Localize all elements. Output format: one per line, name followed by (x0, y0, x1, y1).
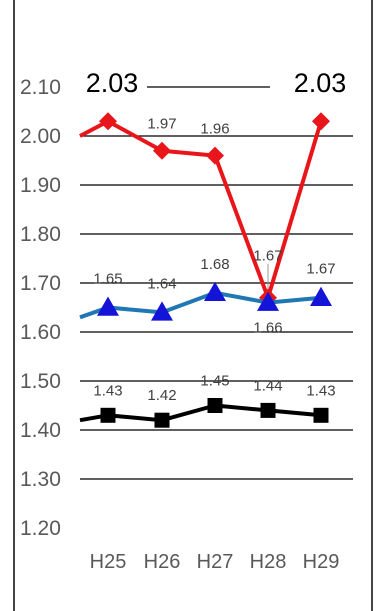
square-marker (154, 412, 170, 428)
y-tick-label: 2.00 (20, 125, 61, 148)
triangle-marker (310, 286, 332, 306)
data-label: 1.96 (200, 121, 229, 138)
x-tick-label: H26 (144, 551, 181, 573)
data-label: 1.67 (253, 248, 282, 265)
x-tick-label: H25 (90, 551, 127, 573)
triangle-marker (204, 281, 226, 302)
diamond-marker (206, 146, 224, 165)
data-label: 1.97 (147, 116, 176, 133)
y-tick-label: 1.70 (20, 272, 61, 295)
diamond-marker (153, 141, 171, 160)
data-label: 1.43 (93, 382, 122, 399)
data-label: 1.66 (253, 320, 282, 337)
y-tick-label: 1.80 (20, 223, 61, 246)
data-label-large: 2.03 (86, 68, 139, 98)
series-line (79, 403, 322, 423)
y-tick-label: 1.50 (20, 370, 61, 393)
data-label: 1.68 (200, 256, 229, 273)
x-tick-label: H29 (303, 551, 340, 573)
square-marker (313, 407, 329, 423)
data-label: 1.65 (93, 271, 122, 288)
diamond-marker (312, 112, 330, 131)
triangle-marker (257, 291, 279, 311)
triangle-marker (97, 296, 119, 316)
data-label: 1.67 (306, 261, 335, 278)
triangle-marker (151, 301, 173, 321)
data-label-large: 2.03 (294, 68, 347, 98)
square-marker (207, 398, 223, 413)
data-label: 1.44 (253, 377, 282, 394)
y-tick-label: 1.90 (20, 174, 61, 197)
x-tick-label: H27 (197, 551, 234, 573)
data-label: 1.42 (147, 387, 176, 404)
y-tick-label: 1.40 (20, 419, 61, 442)
diamond-marker (99, 112, 117, 131)
y-tick-label: 1.60 (20, 321, 61, 344)
data-label: 1.45 (200, 373, 229, 390)
data-label: 1.43 (306, 382, 335, 399)
square-marker (100, 407, 116, 423)
y-tick-label: 2.10 (20, 76, 61, 99)
square-marker (260, 402, 276, 418)
y-tick-label: 1.30 (20, 468, 61, 491)
y-tick-label: 1.20 (20, 517, 61, 540)
data-label: 1.64 (147, 275, 176, 292)
x-tick-label: H28 (250, 551, 287, 573)
